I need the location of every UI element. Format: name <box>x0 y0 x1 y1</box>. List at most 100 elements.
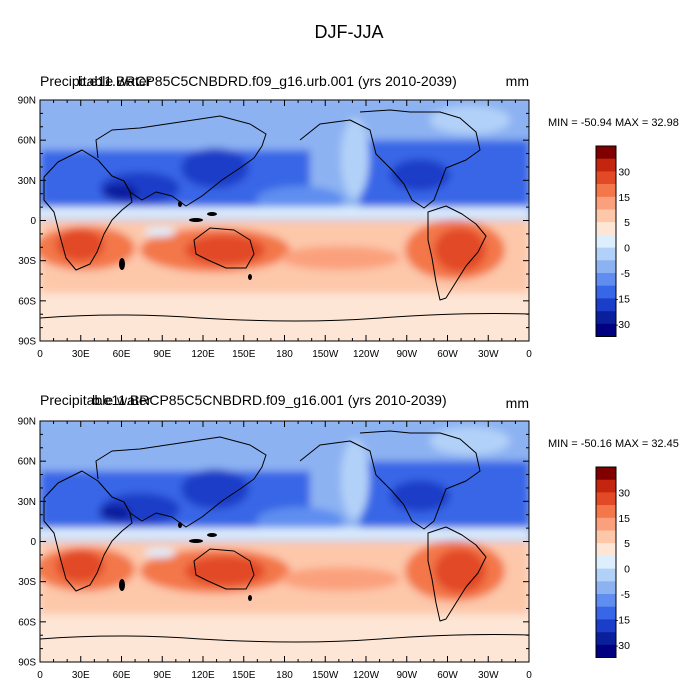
panel-2-lon-label: 0 <box>526 670 532 681</box>
panel-2-colorbar-swatch <box>596 517 616 531</box>
panel-1-lat-label: 90N <box>18 96 36 107</box>
panel-2-lon-label: 150E <box>232 670 256 681</box>
panel-2-lat-label: 30S <box>18 577 36 588</box>
panel-1-colorbar: 30 15 5 0 -5 -15 -30 <box>595 145 630 337</box>
panel-1-colorbar-frame <box>595 145 617 337</box>
panel-1-colorbar-swatch <box>596 260 616 274</box>
panel-1-colorbar-label: 5 <box>624 217 630 229</box>
panel-1-colorbar-swatch <box>596 234 616 248</box>
panel-1-lat-label: 60S <box>18 296 36 307</box>
panel-1-lon-label: 30W <box>478 349 499 360</box>
panel-1-lon-label: 120W <box>353 349 380 360</box>
panel-2-colorbar-label: -5 <box>621 589 630 601</box>
panel-1-lon-label: 0 <box>37 349 43 360</box>
panel-1-lon-label: 30E <box>72 349 90 360</box>
panel-1-colorbar-swatch <box>596 158 616 172</box>
panel-1-lat-label: 0 <box>30 216 36 227</box>
panel-1-colorbar-label: -30 <box>615 319 630 331</box>
panel-2-lat-label: 30N <box>18 497 36 508</box>
panel-1-lat-label: 90S <box>18 337 36 348</box>
panel-2-lon-label: 60E <box>113 670 131 681</box>
panel-1-lon-label: 60W <box>437 349 458 360</box>
panel-2-lon-label: 120W <box>353 670 380 681</box>
panel-2-lat-label: 60N <box>18 457 36 468</box>
panel-2-lon-label: 90W <box>396 670 417 681</box>
panel-2-lon-label: 30W <box>478 670 499 681</box>
panel-2-lat-label: 90N <box>18 417 36 428</box>
panel-2-minmax: MIN = -50.16 MAX = 32.45 <box>548 438 679 450</box>
panel-1-lon-label: 150W <box>312 349 339 360</box>
panel-1-lon-label: 90E <box>153 349 171 360</box>
panel-1-colorbar-swatch <box>596 298 616 312</box>
panel-1-lat-label: 60N <box>18 136 36 147</box>
panel-2-colorbar-swatch <box>596 594 616 607</box>
panel-2-colorbar-swatch <box>596 492 616 506</box>
panel-1-colorbar-swatch <box>596 247 616 261</box>
panel-2-colorbar-swatch <box>596 505 616 519</box>
panel-1-ticks <box>39 99 530 342</box>
panel-2-lon-label: 120E <box>191 670 215 681</box>
panel-1-lon-label: 120E <box>191 349 215 360</box>
panel-2-colorbar-swatch <box>596 530 616 544</box>
panel-2-colorbar-label: -30 <box>615 640 630 652</box>
panel-1-colorbar-label: 30 <box>618 166 630 178</box>
panel-1-colorbar-swatch <box>596 184 616 198</box>
panel-2-colorbar-swatch <box>596 555 616 569</box>
figure-title: DJF-JJA <box>315 22 384 42</box>
map-panel-2: Precipitable water b.e11.BRCP85C5CNBDRD.… <box>18 392 679 681</box>
panel-2-colorbar-swatch <box>596 467 616 480</box>
panel-2-colorbar-swatch <box>596 619 616 633</box>
panel-2-colorbar-label: 0 <box>624 564 630 576</box>
panel-2-ticks <box>39 420 530 663</box>
panel-1-colorbar-swatch <box>596 273 616 286</box>
panel-1-variable-title: Precipitable water <box>40 73 152 89</box>
panel-2-lon-label: 150W <box>312 670 339 681</box>
panel-1-colorbar-swatch <box>596 311 616 325</box>
panel-2-colorbar-swatch <box>596 479 616 493</box>
panel-2-colorbar-label: 15 <box>618 513 630 525</box>
panel-2-lat-label: 90S <box>18 658 36 669</box>
panel-2-colorbar-swatch <box>596 606 616 620</box>
panel-2-colorbar-label: 30 <box>618 487 630 499</box>
map-panel-1: Precipitable water b.e11.BRCP85C5CNBDRD.… <box>18 73 679 360</box>
panel-1-colorbar-label: 0 <box>624 243 630 255</box>
panel-1-lon-label: 60E <box>113 349 131 360</box>
panel-1-colorbar-label: -15 <box>615 293 630 305</box>
panel-2-colorbar-swatch <box>596 581 616 595</box>
panel-2-colorbar-swatch <box>596 632 616 646</box>
panel-1-minmax: MIN = -50.94 MAX = 32.98 <box>548 117 679 129</box>
panel-1-field <box>40 100 529 341</box>
panel-2-lat-label: 0 <box>30 537 36 548</box>
panel-1-colorbar-swatch <box>596 171 616 185</box>
panel-1-units: mm <box>506 73 529 89</box>
panel-1-colorbar-swatch <box>596 285 616 299</box>
panel-1-colorbar-swatch <box>596 209 616 223</box>
panel-2-units: mm <box>506 395 529 411</box>
panel-1-lon-label: 90W <box>396 349 417 360</box>
panel-2-colorbar-frame <box>595 466 617 658</box>
panel-1-colorbar-swatch <box>596 222 616 236</box>
panel-1-colorbar-swatch <box>596 196 616 210</box>
panel-2-lat-label: 60S <box>18 617 36 628</box>
panel-2-colorbar-label: 5 <box>624 538 630 550</box>
panel-2-colorbar-swatch <box>596 644 616 658</box>
panel-2-field <box>40 421 529 662</box>
panel-2-colorbar-label: -15 <box>615 614 630 626</box>
panel-2-lon-label: 180 <box>276 670 293 681</box>
panel-2-colorbar: 30 15 5 0 -5 -15 -30 <box>595 466 630 658</box>
panel-1-lat-label: 30S <box>18 256 36 267</box>
panel-1-colorbar-label: 15 <box>618 192 630 204</box>
panel-1-lon-label: 150E <box>232 349 256 360</box>
panel-2-lon-label: 30E <box>72 670 90 681</box>
panel-1-colorbar-swatch <box>596 323 616 337</box>
panel-2-lon-label: 60W <box>437 670 458 681</box>
panel-1-case-title: b.e11.BRCP85C5CNBDRD.f09_g16.urb.001 (yr… <box>78 73 457 89</box>
panel-2-colorbar-swatch <box>596 543 616 557</box>
panel-1-lon-label: 180 <box>276 349 293 360</box>
panel-2-case-title: b.e11.BRCP85C5CNBDRD.f09_g16.001 (yrs 20… <box>92 392 447 408</box>
panel-1-colorbar-swatch <box>596 146 616 159</box>
panel-2-lon-label: 0 <box>37 670 43 681</box>
